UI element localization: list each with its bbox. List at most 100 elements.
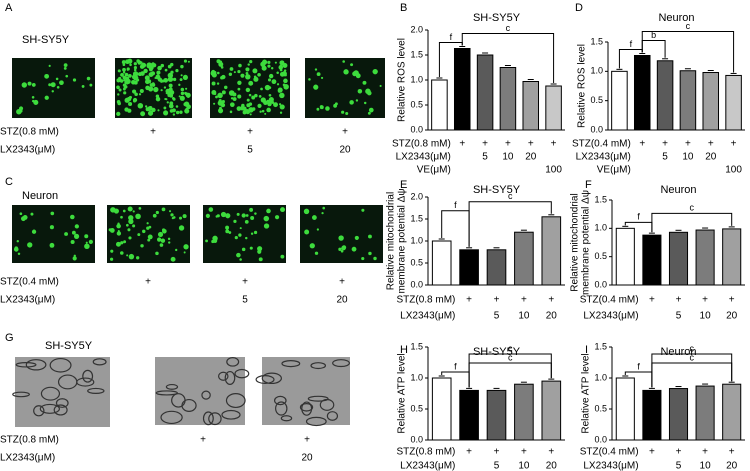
cell-spot	[266, 99, 270, 103]
cell-spot	[72, 256, 77, 261]
cell-spot	[217, 92, 223, 99]
organelle	[155, 390, 178, 396]
cell-spot	[357, 88, 363, 94]
panel-letter: E	[400, 179, 407, 191]
cell-spot	[268, 73, 274, 79]
cell-spot	[183, 244, 189, 250]
organelle	[202, 411, 214, 426]
cell-spot	[72, 78, 77, 82]
cell-spot	[237, 87, 241, 91]
organelle	[305, 416, 327, 427]
cell-spot	[133, 62, 137, 66]
cell-spot	[252, 68, 258, 74]
cell-spot	[258, 257, 263, 262]
chart-title: SH-SY5Y	[473, 184, 521, 196]
y-tick-label: 1.0	[410, 74, 423, 84]
y-axis-label: membrane potential Δψ	[581, 190, 592, 295]
cell-spot	[276, 83, 280, 86]
cell-spot	[180, 91, 185, 96]
condition-mark: +	[466, 295, 472, 306]
organelle	[53, 404, 68, 416]
cell-spot	[122, 71, 126, 74]
cell-spot	[213, 102, 216, 105]
cell-spot	[321, 212, 324, 215]
condition-mark: 10	[518, 461, 530, 471]
y-tick-label: 0.0	[594, 279, 607, 289]
cell-spot	[279, 111, 283, 114]
cell-spot	[140, 244, 144, 248]
condition-mark: +	[247, 127, 253, 138]
cell-spot	[49, 225, 54, 230]
cell-spot	[232, 97, 237, 102]
cell-spot	[367, 90, 372, 96]
cell-spot	[280, 254, 285, 259]
condition-mark: +	[702, 295, 708, 306]
condition-mark: +	[685, 139, 691, 150]
condition-mark: 100	[545, 165, 562, 176]
cell-spot	[157, 65, 162, 71]
significance-label: c	[508, 343, 513, 353]
condition-label: LX2343(μM)	[0, 145, 55, 156]
cell-spot	[147, 234, 153, 240]
cell-spot	[277, 87, 283, 93]
cell-spot	[244, 219, 249, 224]
bar	[545, 85, 562, 131]
condition-label: VE(μM)	[597, 165, 631, 176]
cell-spot	[168, 83, 173, 88]
cell-spot	[21, 82, 28, 88]
organelle	[319, 398, 335, 411]
cell-spot	[241, 213, 246, 218]
cell-spot	[236, 252, 241, 258]
cell-spot	[239, 227, 242, 230]
cell-spot	[263, 223, 270, 229]
organelle	[165, 383, 179, 390]
cell-spot	[180, 64, 184, 69]
cell-spot	[266, 208, 271, 214]
cell-spot	[257, 72, 261, 77]
organelle	[280, 415, 293, 422]
cell-spot	[246, 103, 251, 108]
cell-spot	[146, 222, 149, 225]
cell-spot	[225, 225, 230, 230]
cell-spot	[308, 78, 311, 81]
cell-spot	[137, 72, 142, 77]
cell-spot	[249, 207, 254, 212]
panel-letter: A	[5, 2, 13, 14]
cell-spot	[279, 71, 285, 77]
cell-spot	[159, 243, 164, 247]
y-tick-label: 0.5	[594, 251, 607, 261]
cell-spot	[249, 246, 253, 250]
cell-spot	[314, 251, 319, 255]
cell-spot	[44, 95, 49, 100]
y-tick-label: 0.0	[590, 124, 603, 134]
condition-mark: +	[521, 295, 527, 306]
cell-spot	[175, 105, 179, 108]
cell-spot	[17, 252, 21, 256]
cell-spot	[253, 230, 258, 235]
condition-mark: 20	[546, 461, 558, 471]
condition-mark: +	[482, 139, 488, 150]
condition-mark: 5	[676, 311, 682, 322]
cell-spot	[250, 232, 254, 235]
cell-spot	[164, 98, 167, 101]
bar	[453, 48, 471, 131]
cell-spot	[238, 63, 242, 68]
organelle	[57, 374, 78, 390]
condition-mark: 5	[494, 461, 500, 471]
condition-mark: 5	[494, 311, 500, 322]
condition-mark: +	[505, 139, 511, 150]
panel-letter: G	[5, 332, 14, 344]
cell-spot	[278, 103, 282, 106]
condition-mark: +	[548, 447, 554, 458]
cell-spot	[238, 233, 242, 237]
cell-spot	[168, 210, 172, 213]
condition-label: VE(μM)	[417, 165, 451, 176]
cell-spot	[156, 70, 161, 75]
cell-spot	[182, 214, 187, 219]
cell-spot	[216, 71, 220, 75]
cell-spot	[144, 75, 150, 81]
cell-spot	[221, 90, 226, 95]
cell-spot	[128, 215, 134, 221]
cell-spot	[247, 63, 250, 66]
cell-spot	[233, 219, 237, 223]
